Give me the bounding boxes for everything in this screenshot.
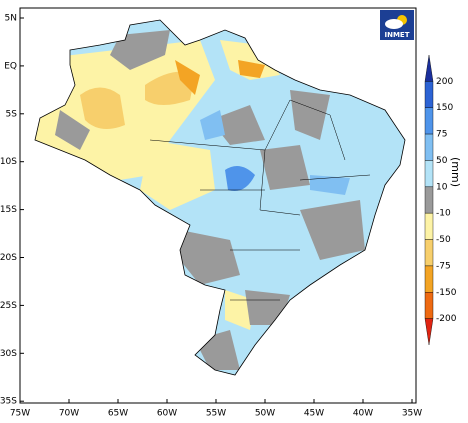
- inmet-logo: INMET: [380, 10, 414, 40]
- legend-swatch: [424, 160, 434, 188]
- legend-unit: (mm): [449, 157, 462, 187]
- lon-label: 40W: [353, 409, 373, 419]
- lon-label: 50W: [255, 409, 275, 419]
- legend-swatch: [424, 292, 434, 319]
- legend-level: -75: [436, 261, 451, 271]
- lat-label: 20S: [0, 253, 17, 263]
- country-outline: [34, 19, 406, 376]
- lon-label: 45W: [304, 409, 324, 419]
- legend-level: 10: [436, 182, 448, 192]
- lat-label: 10S: [0, 157, 17, 167]
- logo-cloud: [385, 19, 403, 29]
- lon-label: 55W: [206, 409, 226, 419]
- lat-label: 5S: [6, 109, 18, 119]
- lon-label: 75W: [10, 409, 30, 419]
- legend-level: 75: [436, 130, 447, 140]
- lon-label: 70W: [59, 409, 79, 419]
- lat-label: 35S: [0, 397, 17, 407]
- lon-label: 65W: [108, 409, 128, 419]
- lat-label: EQ: [4, 61, 17, 71]
- legend-level: -150: [436, 288, 457, 298]
- state-borders: [149, 99, 371, 301]
- logo-text: INMET: [385, 31, 410, 39]
- legend-level: 200: [436, 77, 453, 87]
- legend-level: 150: [436, 103, 453, 113]
- legend-swatch: [424, 239, 434, 267]
- legend-swatch: [424, 81, 434, 108]
- legend-swatch: [424, 212, 434, 240]
- legend-level: -200: [436, 314, 457, 324]
- legend-swatch: [424, 107, 434, 135]
- legend-swatch: [424, 318, 434, 346]
- legend-swatch: [424, 133, 434, 161]
- legend-level: -10: [436, 209, 451, 219]
- lat-label: 15S: [0, 205, 17, 215]
- lat-label: 5N: [5, 14, 17, 24]
- lon-label: 35W: [402, 409, 422, 419]
- legend-level: -50: [436, 235, 451, 245]
- legend-swatch: [424, 186, 434, 214]
- lon-label: 60W: [157, 409, 177, 419]
- lat-label: 25S: [0, 301, 17, 311]
- legend-level: 50: [436, 156, 448, 166]
- legend-swatch: [424, 265, 434, 293]
- lat-label: 30S: [0, 349, 17, 359]
